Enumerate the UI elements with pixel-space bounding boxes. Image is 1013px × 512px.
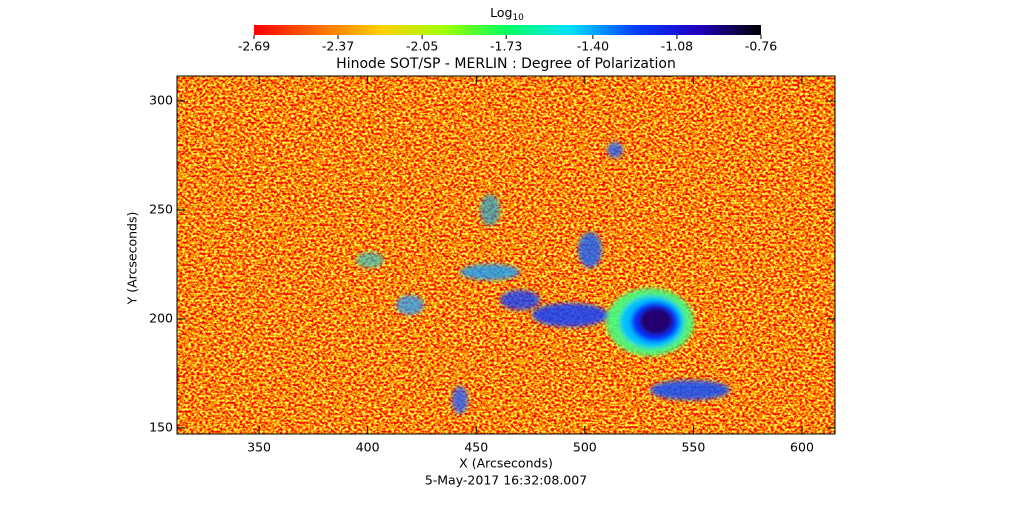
heatmap-features xyxy=(356,142,730,414)
x-tick-label: 350 xyxy=(247,440,271,455)
x-axis-label: X (Arcseconds) xyxy=(459,456,553,471)
heatmap-background xyxy=(177,76,835,434)
colorbar-tick-label: -2.05 xyxy=(406,39,438,54)
colorbar-tick-label: -1.40 xyxy=(577,39,609,54)
colorbar-ticks: -2.69 -2.37 -2.05 -1.73 -1.40 -1.08 -0.76 xyxy=(238,35,777,54)
x-tick-label: 400 xyxy=(356,440,380,455)
axes: 350 400 450 500 550 600 150 200 250 300 xyxy=(149,76,835,455)
y-axis-label: Y (Arcseconds) xyxy=(125,212,140,306)
colorbar-tick-label: -2.69 xyxy=(238,39,270,54)
colorbar-label-sub: 10 xyxy=(512,13,524,23)
y-tick-label: 250 xyxy=(149,202,173,217)
plot-frame xyxy=(176,75,836,435)
colorbar-label-main: Log xyxy=(490,5,512,20)
heatmap-image xyxy=(177,76,835,434)
x-tick-label: 450 xyxy=(464,440,488,455)
y-tick-label: 200 xyxy=(149,310,173,325)
y-tick-label: 300 xyxy=(149,93,173,108)
colorbar-tick-label: -1.73 xyxy=(490,39,522,54)
x-tick-label: 550 xyxy=(681,440,705,455)
colorbar-label: Log10 xyxy=(490,5,524,23)
colorbar-tick-label: -2.37 xyxy=(322,39,354,54)
y-tick-label: 150 xyxy=(149,419,173,434)
chart-title: Hinode SOT/SP - MERLIN : Degree of Polar… xyxy=(336,56,676,72)
footer-date: 5-May-2017 16:32:08.007 xyxy=(425,473,587,488)
x-tick-label: 600 xyxy=(790,440,814,455)
x-tick-label: 500 xyxy=(573,440,597,455)
colorbar xyxy=(254,25,761,35)
colorbar-tick-label: -1.08 xyxy=(661,39,693,54)
colorbar-tick-label: -0.76 xyxy=(745,39,777,54)
